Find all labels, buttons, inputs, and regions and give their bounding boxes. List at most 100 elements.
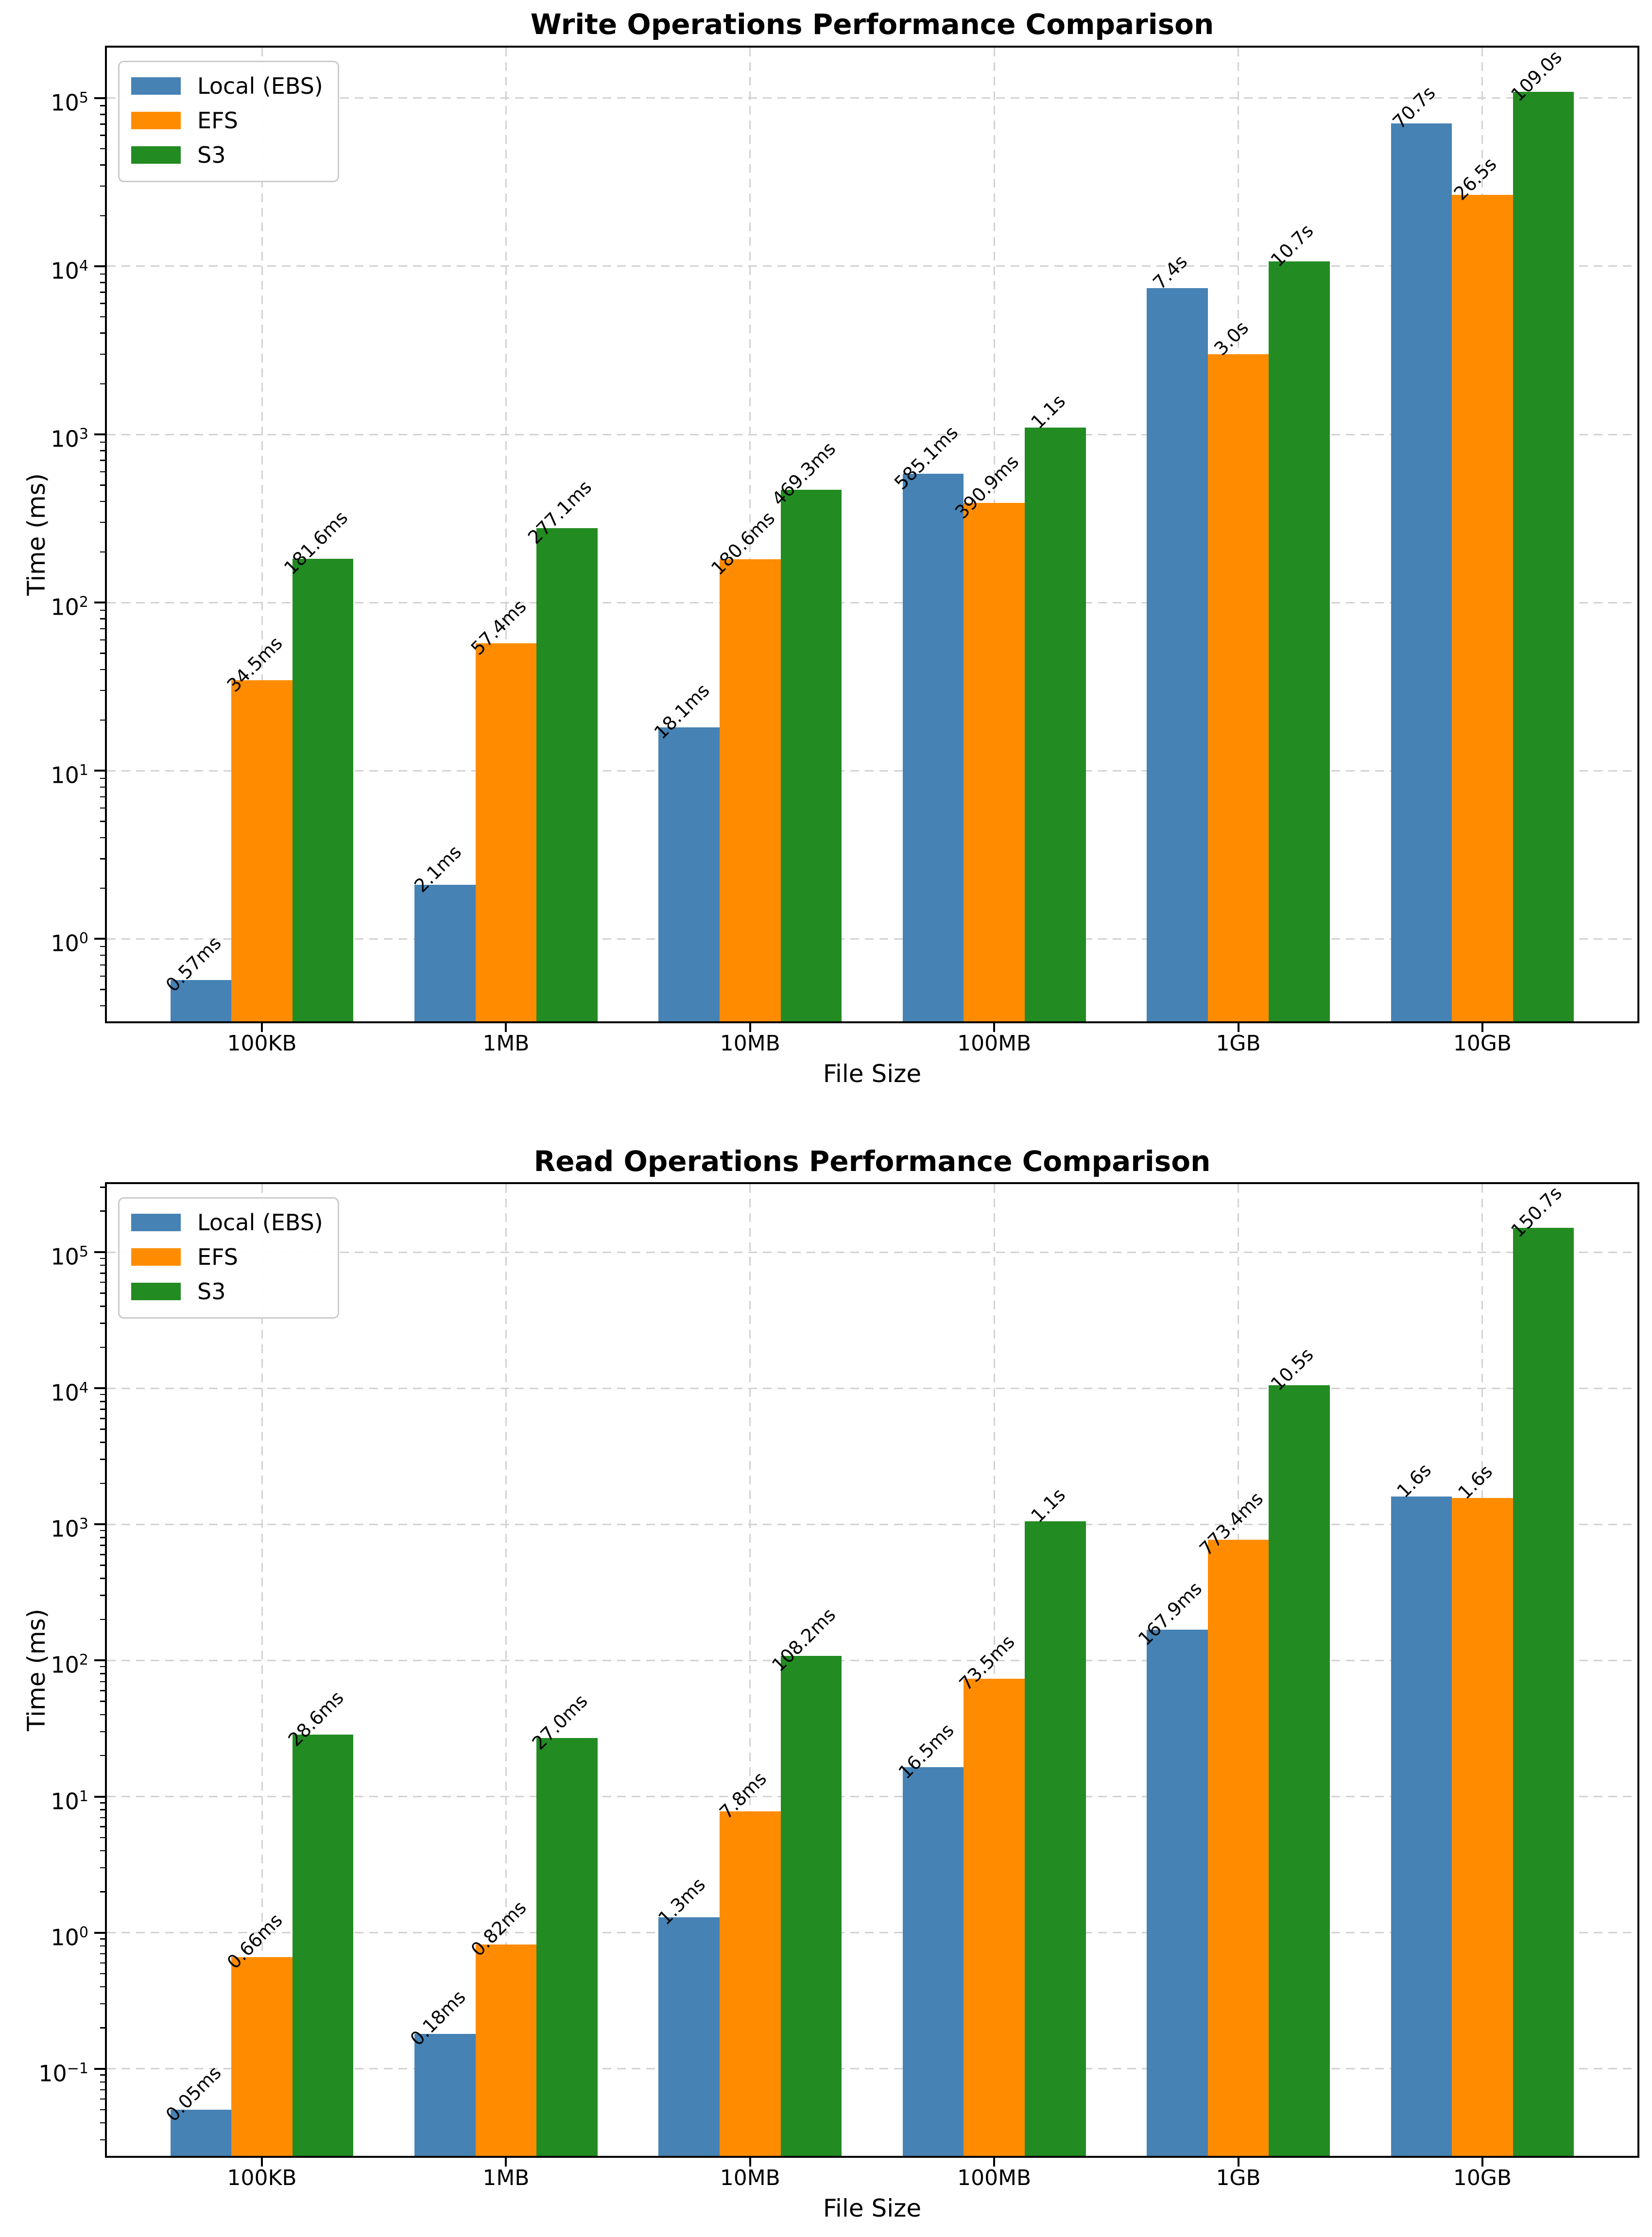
x-major-tick [505,1023,507,1032]
chart-title: Write Operations Performance Comparison [530,8,1214,41]
x-major-tick [1481,1023,1483,1032]
x-tick-label: 100KB [227,1031,297,1056]
y-minor-tick [100,639,107,641]
y-minor-tick [100,1292,107,1294]
y-minor-tick [100,1973,107,1975]
bar-s3-100kb [292,559,354,1021]
legend-swatch [131,146,181,164]
x-tick-label: 1MB [482,1031,530,1056]
bar-local-ebs-100kb [170,980,232,1021]
y-minor-tick [100,1701,107,1702]
x-major-tick [261,2158,263,2167]
y-minor-tick [100,1442,107,1443]
y-minor-tick [100,669,107,671]
y-minor-tick [100,1817,107,1819]
chart-title: Read Operations Performance Comparison [533,1145,1211,1178]
x-major-tick [261,1023,263,1032]
y-minor-tick [100,332,107,334]
bar-local-ebs-1gb [1147,1630,1208,2156]
horizontal-gridline [107,1387,1637,1389]
x-tick-label: 10GB [1453,1031,1512,1056]
bar-s3-1mb [536,528,598,1021]
bar-efs-100mb [964,1678,1025,2156]
y-minor-tick [100,653,107,654]
bar-local-ebs-100kb [170,2110,232,2156]
x-major-tick [993,2158,996,2167]
y-major-tick [94,1251,107,1254]
y-minor-tick [100,1264,107,1266]
y-minor-tick [100,1618,107,1620]
x-major-tick [1481,2158,1483,2167]
y-minor-tick [100,1809,107,1810]
y-minor-tick [100,1306,107,1307]
y-tick-label: 105 [51,89,88,116]
x-major-tick [749,2158,751,2167]
bar-s3-10mb [780,1655,842,2156]
y-minor-tick [100,1731,107,1733]
horizontal-gridline [107,1932,1637,1934]
x-tick-label: 10GB [1453,2166,1512,2190]
y-minor-tick [100,1428,107,1430]
y-minor-tick [100,1257,107,1259]
y-minor-tick [100,303,107,304]
x-axis-label: File Size [823,1060,922,1088]
y-minor-tick [100,1837,107,1839]
y-minor-tick [100,609,107,611]
y-minor-tick [100,1281,107,1283]
y-minor-tick [100,521,107,523]
legend: Local (EBS) EFS S3 [118,61,339,182]
y-minor-tick [100,954,107,956]
y-minor-tick [100,1005,107,1007]
y-minor-tick [100,114,107,115]
y-major-tick [94,938,107,940]
bar-local-ebs-1mb [414,2034,476,2156]
y-minor-tick [100,1418,107,1419]
y-minor-tick [100,450,107,451]
y-minor-tick [100,292,107,293]
bar-efs-1mb [475,643,537,1021]
bar-local-ebs-1mb [414,884,476,1021]
bar-local-ebs-100mb [902,1767,964,2156]
read-operations-chart: Read Operations Performance Comparison T… [0,1118,1652,2237]
y-minor-tick [100,807,107,809]
x-tick-label: 10MB [720,2166,780,2190]
y-minor-tick [100,2122,107,2124]
bar-s3-10gb [1513,91,1574,1021]
y-minor-tick [100,796,107,798]
bar-s3-100kb [292,1734,354,2156]
x-major-tick [1237,2158,1239,2167]
legend-item-s3: S3 [131,142,323,168]
legend-swatch [131,1283,181,1300]
y-minor-tick [100,471,107,473]
x-major-tick [505,2158,507,2167]
y-minor-tick [100,946,107,947]
x-major-tick [1237,1023,1239,1032]
y-major-tick [94,2067,107,2070]
y-tick-label: 103 [51,1515,88,1542]
horizontal-gridline [107,433,1637,435]
x-tick-label: 1GB [1216,2166,1261,2190]
y-tick-label: 10−1 [38,2060,88,2087]
y-minor-tick [100,821,107,822]
y-minor-tick [100,628,107,630]
y-minor-tick [100,1986,107,1988]
y-minor-tick [100,1681,107,1683]
y-minor-tick [100,185,107,187]
y-tick-label: 104 [51,1379,88,1406]
y-minor-tick [100,1578,107,1579]
legend-item-local-ebs: Local (EBS) [131,73,323,99]
y-minor-tick [100,1537,107,1538]
y-minor-tick [100,1673,107,1674]
y-minor-tick [100,2109,107,2111]
y-minor-tick [100,1666,107,1668]
y-major-tick [94,602,107,604]
plot-area [105,46,1639,1023]
y-minor-tick [100,1346,107,1348]
y-minor-tick [100,964,107,966]
y-tick-label: 101 [51,762,88,789]
legend-swatch [131,77,181,95]
vertical-gridline [505,48,507,1021]
bar-s3-100mb [1024,1521,1086,2156]
bar-efs-10gb [1452,1497,1513,2156]
vertical-gridline [505,1184,507,2156]
